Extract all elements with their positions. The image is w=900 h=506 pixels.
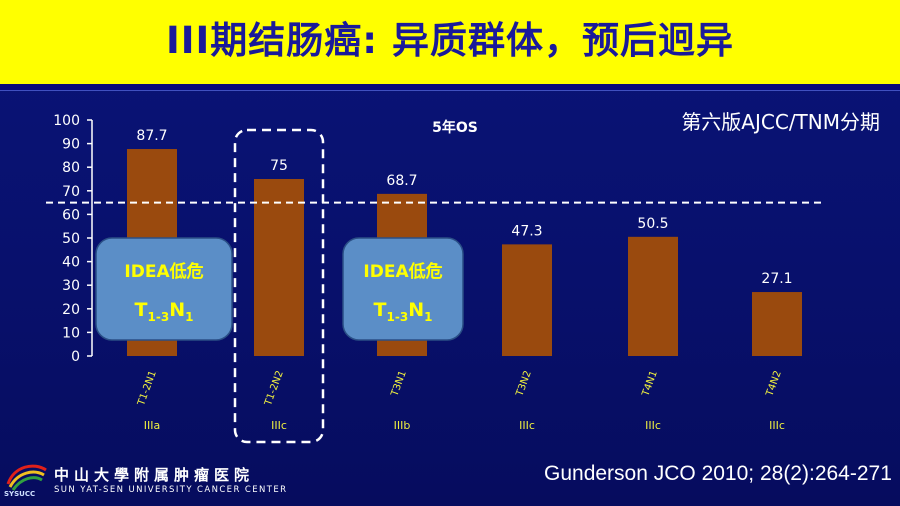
category-label: T3N2 xyxy=(514,369,534,398)
y-tick-label: 0 xyxy=(71,349,80,365)
stage-label: IIIc xyxy=(271,419,287,432)
logo-emblem-icon xyxy=(6,464,47,491)
callout-stage-text: T1-3N1 xyxy=(374,299,433,324)
slide-title: III期结肠癌: 异质群体，预后迥异 xyxy=(166,19,734,62)
y-tick-label: 90 xyxy=(62,137,80,153)
y-tick-label: 50 xyxy=(62,231,80,247)
y-axis: 0 10 20 30 40 50 60 70 80 90 100 xyxy=(53,113,93,365)
y-tick-label: 70 xyxy=(62,184,80,200)
stage-label: IIIc xyxy=(769,419,785,432)
callout-box xyxy=(342,237,464,341)
category-label: T3N1 xyxy=(389,369,409,398)
y-tick-label: 80 xyxy=(62,160,80,176)
value-label: 68.7 xyxy=(386,173,417,189)
y-tick-label: 40 xyxy=(62,255,80,271)
bar-t4n1 xyxy=(628,236,678,356)
category-label: T4N1 xyxy=(640,369,660,398)
title-divider xyxy=(0,84,900,91)
y-tick-label: 30 xyxy=(62,278,80,294)
value-label: 87.7 xyxy=(136,128,167,144)
category-label: T4N2 xyxy=(764,369,784,398)
idea-callout-1: IDEA低危 T1-3N1 xyxy=(95,237,233,341)
chart-title: 5年OS xyxy=(432,119,478,136)
y-tick-label: 100 xyxy=(53,113,80,129)
stage-labels: IIIa IIIc IIIb IIIc IIIc IIIc xyxy=(144,419,785,432)
logo-name-en: SUN YAT-SEN UNIVERSITY CANCER CENTER xyxy=(54,485,288,495)
value-label: 50.5 xyxy=(637,216,668,232)
bar-t1-2n2 xyxy=(254,179,304,356)
category-labels: T1-2N1 T1-2N2 T3N1 T3N2 T4N1 T4N2 xyxy=(136,369,784,408)
edition-note: 第六版AJCC/TNM分期 xyxy=(681,110,880,134)
logo-abbreviation: SYSUCC xyxy=(4,490,36,498)
logo-name-cn: 中山大學附属肿瘤医院 xyxy=(54,466,255,484)
value-label: 75 xyxy=(270,158,288,174)
value-label: 47.3 xyxy=(511,223,542,239)
category-label: T1-2N2 xyxy=(263,369,286,408)
y-tick-label: 60 xyxy=(62,207,80,223)
callout-stage-text: T1-3N1 xyxy=(135,299,194,324)
callout-label: IDEA低危 xyxy=(124,261,203,282)
category-label: T1-2N1 xyxy=(136,369,159,408)
title-banner xyxy=(0,0,900,84)
idea-callout-2: IDEA低危 T1-3N1 xyxy=(342,237,464,341)
stage-label: IIIa xyxy=(144,419,160,432)
stage-label: IIIb xyxy=(394,419,411,432)
value-labels: 87.7 75 68.7 47.3 50.5 27.1 xyxy=(136,128,792,287)
stage-label: IIIc xyxy=(645,419,661,432)
callout-box xyxy=(95,237,233,341)
bar-t4n2 xyxy=(752,292,802,356)
callout-label: IDEA低危 xyxy=(363,261,442,282)
highlight-box xyxy=(233,128,325,444)
stage-label: IIIc xyxy=(519,419,535,432)
sysucc-logo: SYSUCC 中山大學附属肿瘤医院 SUN YAT-SEN UNIVERSITY… xyxy=(4,460,294,502)
reference-citation: Gunderson JCO 2010; 28(2):264-271 xyxy=(544,462,892,485)
y-tick-label: 10 xyxy=(62,325,80,341)
y-tick-label: 20 xyxy=(62,302,80,318)
bar-t3n2 xyxy=(502,244,552,356)
value-label: 27.1 xyxy=(761,271,792,287)
